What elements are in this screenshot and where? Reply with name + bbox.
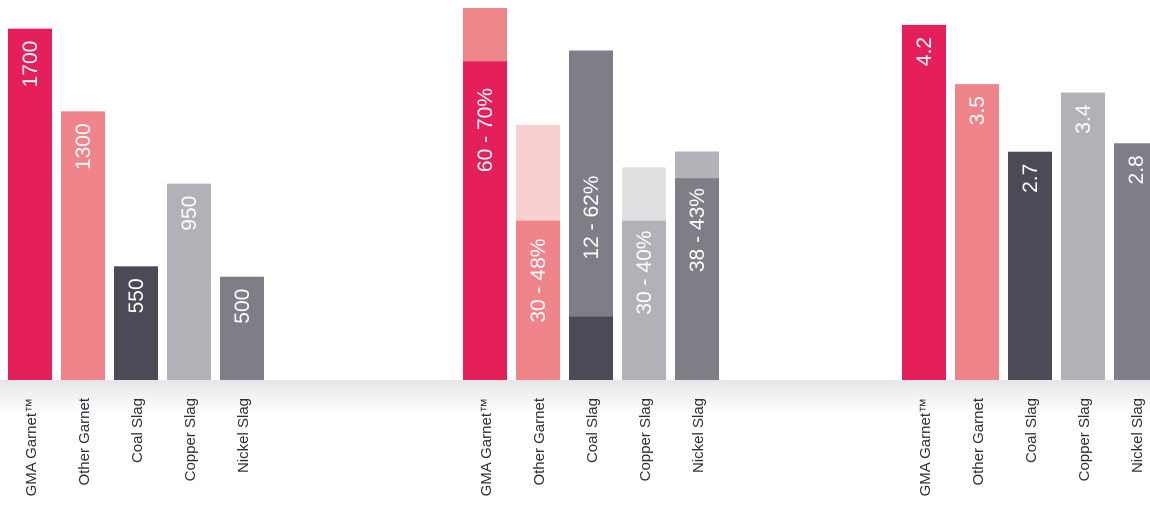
value-label-other-garnet: 30 - 48% xyxy=(527,239,550,323)
category-label-copper-slag: Copper Slag xyxy=(182,398,199,481)
bar-nickel-slag xyxy=(1114,143,1150,380)
category-label-copper-slag: Copper Slag xyxy=(637,398,654,481)
bar-other-garnet xyxy=(955,84,999,380)
bar-nickel-slag-range xyxy=(675,151,719,179)
value-label-other-garnet: 3.5 xyxy=(966,96,989,125)
bar-gma-garnet-lower xyxy=(463,61,507,381)
bar-nickel-slag xyxy=(220,276,264,380)
category-label-coal-slag: Coal Slag xyxy=(1023,398,1040,463)
value-label-gma-garnet: 60 - 70% xyxy=(474,88,497,172)
chart-3: 4.2 GMA Garnet™ 3.5 Other Garnet 2.7 Coal Sla… xyxy=(902,24,1150,496)
bar-coal-slag-lower xyxy=(569,316,613,380)
bar-other-garnet-range xyxy=(516,124,560,221)
category-label-copper-slag: Copper Slag xyxy=(1076,398,1093,481)
bar-gma-garnet xyxy=(902,24,946,381)
value-label-copper-slag: 3.4 xyxy=(1072,104,1095,134)
category-label-nickel-slag: Nickel Slag xyxy=(1129,398,1146,473)
bar-nickel-slag-lower xyxy=(675,178,719,380)
category-label-nickel-slag: Nickel Slag xyxy=(690,398,707,473)
category-label-coal-slag: Coal Slag xyxy=(584,398,601,463)
category-label-other-garnet: Other Garnet xyxy=(531,397,548,485)
value-label-nickel-slag: 500 xyxy=(231,289,254,324)
bar-coal-slag xyxy=(114,266,158,380)
bar-gma-garnet-range xyxy=(463,8,507,62)
category-label-coal-slag: Coal Slag xyxy=(129,398,146,463)
value-label-coal-slag: 12 - 62% xyxy=(580,176,603,260)
floor-band xyxy=(0,380,1150,414)
category-label-other-garnet: Other Garnet xyxy=(76,397,93,485)
value-label-nickel-slag: 38 - 43% xyxy=(686,188,709,272)
category-label-gma-garnet: GMA Garnet™ xyxy=(917,398,934,496)
bar-coal-slag-range xyxy=(569,50,613,317)
category-label-other-garnet: Other Garnet xyxy=(970,397,987,485)
value-label-copper-slag: 950 xyxy=(178,196,201,231)
value-label-gma-garnet: 4.2 xyxy=(913,37,936,66)
bars-layer: 1700 GMA Garnet™ 1300 Other Garnet 550 Coal S… xyxy=(8,8,1150,496)
bar-copper-slag xyxy=(167,183,211,380)
value-label-nickel-slag: 2.8 xyxy=(1125,155,1148,184)
bar-gma-garnet xyxy=(8,28,52,381)
value-label-other-garnet: 1300 xyxy=(72,123,95,170)
category-label-gma-garnet: GMA Garnet™ xyxy=(23,398,40,496)
bar-other-garnet xyxy=(61,111,105,380)
bar-copper-slag-lower xyxy=(622,220,666,380)
bar-copper-slag xyxy=(1061,92,1105,380)
category-label-nickel-slag: Nickel Slag xyxy=(235,398,252,473)
bar-other-garnet-lower xyxy=(516,220,560,380)
bar-coal-slag xyxy=(1008,151,1052,380)
chart-1: 1700 GMA Garnet™ 1300 Other Garnet 550 Coal S… xyxy=(8,28,264,496)
value-label-gma-garnet: 1700 xyxy=(19,41,42,88)
bar-copper-slag-range xyxy=(622,167,666,221)
value-label-copper-slag: 30 - 40% xyxy=(633,231,656,315)
category-label-gma-garnet: GMA Garnet™ xyxy=(478,398,495,496)
value-label-coal-slag: 550 xyxy=(125,278,148,313)
value-label-coal-slag: 2.7 xyxy=(1019,164,1042,193)
floor-shadow xyxy=(0,380,1150,414)
chart-2: 60 - 70% GMA Garnet™ 30 - 48% Other Garnet 1… xyxy=(463,8,719,496)
